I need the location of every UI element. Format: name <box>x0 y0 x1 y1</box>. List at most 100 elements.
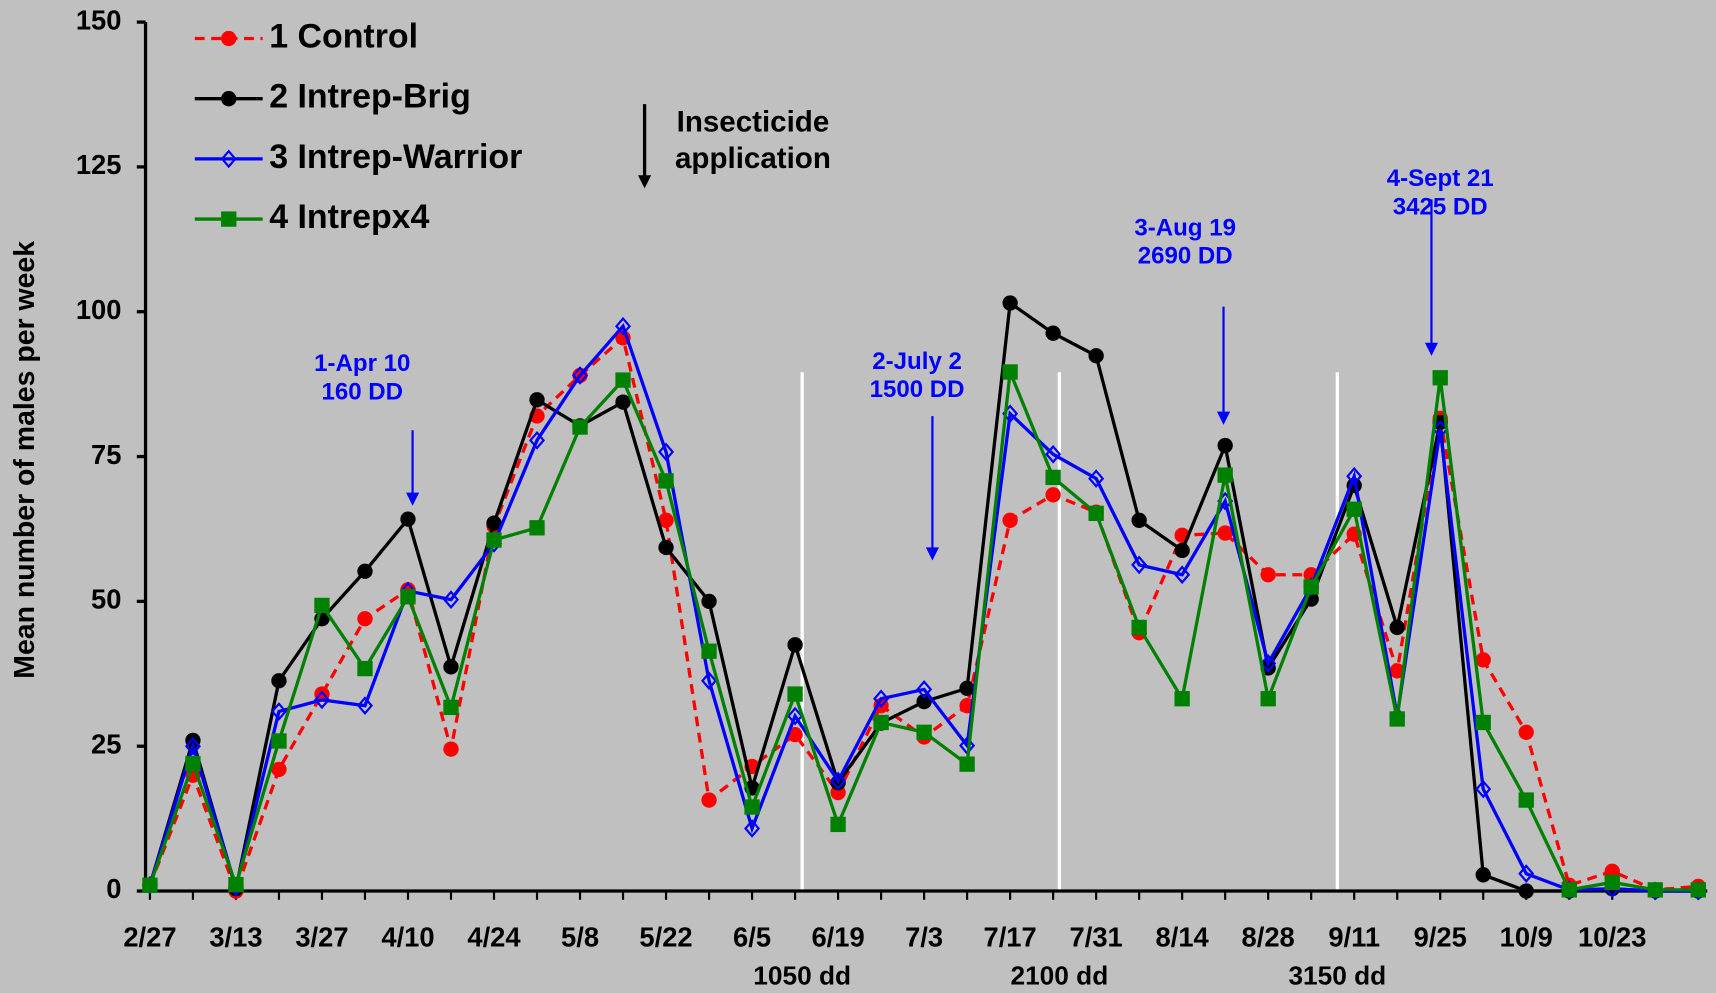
data-point <box>228 876 244 893</box>
dd-label: 1050 dd <box>753 960 851 990</box>
data-point <box>443 741 459 757</box>
data-point <box>916 724 932 740</box>
dd-label: 2100 dd <box>1010 960 1108 990</box>
y-tick-label: 25 <box>91 728 121 759</box>
data-point <box>1002 512 1018 528</box>
x-tick-label: 9/11 <box>1328 921 1380 952</box>
annotation-text: 3425 DD <box>1393 193 1488 220</box>
data-point <box>701 671 718 691</box>
data-point <box>1002 364 1018 380</box>
x-tick-label: 7/31 <box>1070 921 1123 952</box>
data-point <box>572 366 589 385</box>
data-point <box>529 430 546 450</box>
data-point <box>959 680 975 696</box>
annotation-text: 3-Aug 19 <box>1134 214 1236 241</box>
data-point <box>787 706 804 726</box>
data-point <box>916 680 933 699</box>
data-point <box>443 659 459 675</box>
data-point <box>658 442 675 462</box>
data-point <box>314 597 330 614</box>
series-line <box>148 371 1699 892</box>
y-tick-label: 75 <box>91 439 121 470</box>
legend-label: 3 Intrep-Warrior <box>269 138 522 176</box>
data-point <box>1131 555 1148 575</box>
data-point <box>1088 348 1104 364</box>
data-point <box>1432 419 1449 439</box>
data-point <box>1045 444 1062 464</box>
data-point <box>1045 487 1061 503</box>
data-point <box>744 799 760 815</box>
legend-label: 2 Intrep-Brig <box>269 78 471 116</box>
data-point <box>1260 567 1276 583</box>
data-point <box>1045 469 1061 486</box>
data-point <box>1432 370 1448 386</box>
annotation-text: Insecticide <box>677 106 830 139</box>
data-point <box>830 816 846 833</box>
annotation-text: 1-Apr 10 <box>314 350 410 377</box>
data-point <box>615 372 631 388</box>
x-tick-label: 6/19 <box>811 921 864 952</box>
data-point <box>1389 663 1405 679</box>
data-point <box>357 660 373 677</box>
data-point <box>529 392 545 408</box>
data-point <box>1131 619 1147 636</box>
data-point <box>701 593 717 610</box>
data-point <box>142 877 158 893</box>
x-tick-label: 6/5 <box>733 921 771 952</box>
data-point <box>270 702 287 721</box>
data-point <box>400 511 416 527</box>
data-point <box>1518 792 1534 808</box>
data-point <box>830 771 847 791</box>
data-point <box>271 733 287 749</box>
data-point <box>1346 466 1363 486</box>
data-point <box>400 589 416 605</box>
x-tick-label: 3/27 <box>295 921 348 952</box>
x-tick-label: 8/28 <box>1242 921 1295 952</box>
data-point <box>1475 779 1492 799</box>
x-tick-label: 5/8 <box>561 921 599 952</box>
x-tick-label: 8/14 <box>1156 921 1210 952</box>
data-point <box>1260 691 1276 707</box>
data-point <box>615 316 632 336</box>
legend-marker <box>221 30 237 47</box>
annotation-text: 2690 DD <box>1138 243 1233 270</box>
data-point <box>1217 437 1233 454</box>
data-point <box>572 419 588 435</box>
data-point <box>1174 542 1190 559</box>
y-axis-label: Mean number of males per week <box>9 241 41 679</box>
data-point <box>486 532 502 548</box>
x-tick-label: 7/3 <box>905 921 943 952</box>
data-point <box>271 673 287 689</box>
data-point <box>442 590 460 609</box>
data-point <box>185 755 201 772</box>
data-point <box>1045 325 1061 341</box>
data-point <box>271 761 287 778</box>
x-tick-label: 3/13 <box>209 921 262 952</box>
data-point <box>658 512 674 528</box>
data-point <box>873 689 890 709</box>
data-point <box>1131 512 1147 528</box>
data-point <box>1604 874 1620 890</box>
annotation-text: 160 DD <box>321 378 403 405</box>
data-point <box>529 520 545 536</box>
data-point <box>356 696 373 715</box>
x-tick-label: 4/10 <box>381 921 434 952</box>
annotation-text: 1500 DD <box>870 376 965 403</box>
data-point <box>1389 619 1405 636</box>
x-tick-label: 5/22 <box>639 921 692 952</box>
data-point <box>357 611 373 627</box>
x-tick-label: 9/25 <box>1414 921 1467 952</box>
data-point <box>1174 691 1190 707</box>
data-point <box>658 539 674 556</box>
data-point <box>701 792 717 808</box>
x-tick-label: 10/23 <box>1578 921 1646 952</box>
data-point <box>357 563 373 579</box>
data-point <box>701 643 717 659</box>
data-point <box>1346 501 1362 517</box>
x-tick-label: 10/9 <box>1500 921 1553 952</box>
data-point <box>1690 882 1706 898</box>
data-point <box>615 394 631 410</box>
data-point <box>873 714 889 731</box>
data-point <box>1518 883 1534 899</box>
